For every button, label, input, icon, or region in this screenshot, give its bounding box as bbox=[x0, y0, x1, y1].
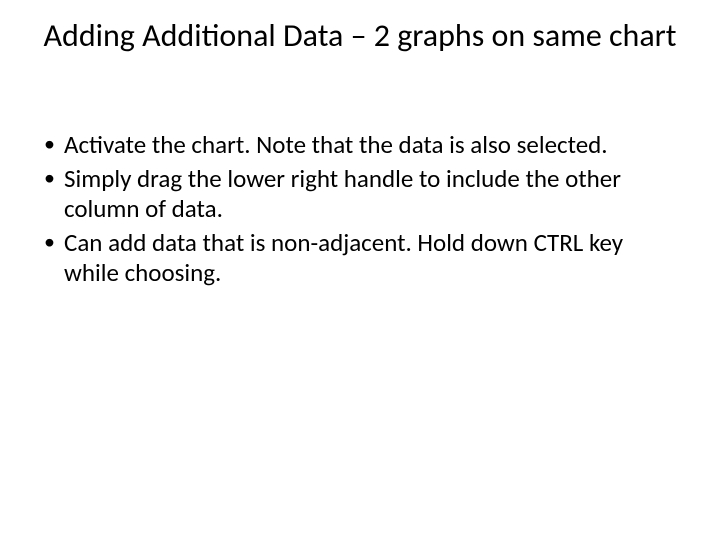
bullet-list: Activate the chart. Note that the data i… bbox=[40, 130, 672, 288]
slide: Adding Additional Data – 2 graphs on sam… bbox=[0, 0, 720, 540]
list-item: Can add data that is non-adjacent. Hold … bbox=[40, 228, 672, 288]
list-item: Simply drag the lower right handle to in… bbox=[40, 164, 672, 224]
slide-body: Activate the chart. Note that the data i… bbox=[40, 130, 672, 292]
slide-title: Adding Additional Data – 2 graphs on sam… bbox=[40, 18, 680, 55]
list-item: Activate the chart. Note that the data i… bbox=[40, 130, 672, 160]
